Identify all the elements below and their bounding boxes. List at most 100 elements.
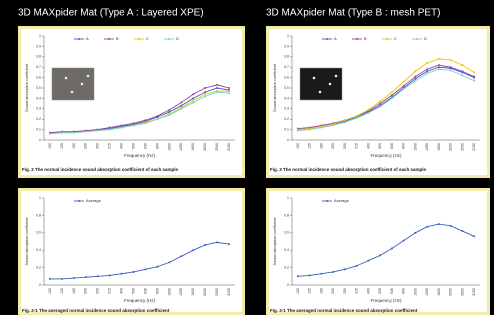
y-tick-label: 1 — [287, 34, 289, 38]
y-tick-label: 0.2 — [36, 266, 41, 270]
y-tick-label: 0.8 — [284, 213, 289, 217]
x-tick-label: 2000 — [203, 288, 207, 296]
point — [344, 268, 346, 270]
photo-dot — [71, 91, 74, 94]
legend-marker — [138, 38, 140, 40]
x-tick-label: 315 — [108, 143, 112, 149]
y-tick-label: 0.8 — [36, 213, 41, 217]
caption: Fig. 2 The normal incidence sound absorp… — [22, 167, 179, 172]
point — [216, 84, 218, 86]
point — [391, 91, 393, 93]
y-tick-label: 1 — [39, 34, 41, 38]
point — [133, 122, 135, 124]
point — [391, 97, 393, 99]
y-tick-label: 0.1 — [284, 128, 289, 132]
point — [403, 88, 405, 90]
point — [109, 129, 111, 131]
caption: Fig. 2-1 The averaged normal incidence s… — [22, 308, 170, 313]
x-tick-label: 3150 — [227, 288, 231, 296]
x-tick-label: 160 — [319, 143, 323, 149]
x-tick-label: 100 — [296, 143, 300, 149]
x-tick-label: 630 — [143, 288, 147, 294]
point — [332, 124, 334, 126]
x-tick-label: 1250 — [425, 143, 429, 151]
x-tick-label: 1000 — [167, 288, 171, 296]
y-tick-label: 0 — [39, 283, 41, 287]
point — [438, 66, 440, 68]
photo-dot — [81, 83, 84, 86]
y-axis-title: Sound absorption coefficient — [273, 217, 277, 266]
point — [204, 93, 206, 95]
photo-dot — [335, 75, 338, 78]
point — [426, 70, 428, 72]
point — [356, 265, 358, 267]
x-tick-label: 1600 — [191, 143, 195, 151]
point — [228, 92, 230, 94]
y-tick-label: 0.8 — [284, 55, 289, 59]
x-tick-label: 2000 — [449, 143, 453, 151]
legend-marker — [168, 38, 170, 40]
point — [450, 69, 452, 71]
point — [73, 277, 75, 279]
x-tick-label: 2000 — [449, 288, 453, 296]
point — [97, 275, 99, 277]
y-tick-label: 0.5 — [284, 86, 289, 90]
y-tick-label: 0.1 — [36, 128, 41, 132]
point — [391, 94, 393, 96]
y-tick-label: 0.7 — [36, 65, 41, 69]
x-tick-label: 1000 — [167, 143, 171, 151]
legend-label: C — [146, 36, 149, 41]
x-tick-label: 1250 — [179, 143, 183, 151]
point — [228, 90, 230, 92]
legend-marker — [78, 200, 80, 202]
x-tick-label: 315 — [108, 288, 112, 294]
point — [320, 127, 322, 129]
point — [414, 76, 416, 78]
point — [168, 111, 170, 113]
point — [204, 87, 206, 89]
x-axis-title: Frequency (Hz) — [370, 153, 402, 158]
legend-label: A — [334, 36, 337, 41]
x-tick-label: 800 — [402, 288, 406, 294]
point — [168, 261, 170, 263]
point — [450, 225, 452, 227]
x-tick-label: 1000 — [413, 143, 417, 151]
legend-marker — [326, 200, 328, 202]
point — [133, 124, 135, 126]
x-tick-label: 2500 — [460, 143, 464, 151]
point — [344, 121, 346, 123]
x-tick-label: 1600 — [437, 143, 441, 151]
point — [180, 255, 182, 257]
x-axis-title: Frequency (Hz) — [124, 298, 156, 303]
y-tick-label: 0.4 — [36, 248, 41, 252]
y-tick-label: 0.4 — [36, 96, 41, 100]
x-tick-label: 315 — [355, 288, 359, 294]
caption: Fig. 3-1 The averaged normal incidence s… — [270, 308, 418, 313]
y-tick-label: 0.7 — [284, 65, 289, 69]
legend-marker — [326, 38, 328, 40]
x-tick-label: 400 — [366, 143, 370, 149]
point — [73, 132, 75, 134]
x-tick-label: 3150 — [472, 143, 476, 151]
point — [192, 99, 194, 101]
point — [109, 274, 111, 276]
point — [180, 108, 182, 110]
x-tick-label: 1000 — [413, 288, 417, 296]
x-axis-title: Frequency (Hz) — [370, 298, 402, 303]
point — [450, 59, 452, 61]
point — [49, 133, 51, 135]
point — [426, 68, 428, 70]
x-tick-label: 160 — [72, 288, 76, 294]
point — [426, 226, 428, 228]
x-tick-label: 250 — [96, 288, 100, 294]
x-tick-label: 100 — [48, 288, 52, 294]
legend-label: D — [424, 36, 427, 41]
x-tick-label: 400 — [120, 143, 124, 149]
y-tick-label: 0 — [287, 138, 289, 142]
point — [379, 254, 381, 256]
point — [168, 109, 170, 111]
point — [204, 91, 206, 93]
point — [192, 102, 194, 104]
x-tick-label: 2500 — [215, 143, 219, 151]
point — [49, 278, 51, 280]
